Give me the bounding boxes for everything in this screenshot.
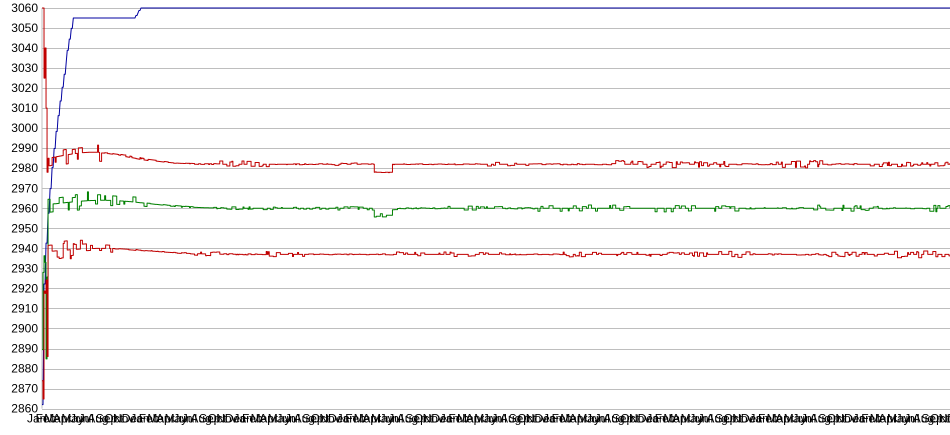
svg-text:3060: 3060 bbox=[11, 1, 38, 15]
svg-text:2980: 2980 bbox=[11, 161, 38, 175]
svg-text:3040: 3040 bbox=[11, 41, 38, 55]
svg-text:2940: 2940 bbox=[11, 241, 38, 255]
svg-text:2870: 2870 bbox=[11, 382, 38, 396]
svg-text:3010: 3010 bbox=[11, 101, 38, 115]
svg-text:2890: 2890 bbox=[11, 342, 38, 356]
svg-text:3000: 3000 bbox=[11, 121, 38, 135]
svg-text:2960: 2960 bbox=[11, 201, 38, 215]
svg-text:2910: 2910 bbox=[11, 301, 38, 315]
svg-text:3020: 3020 bbox=[11, 81, 38, 95]
svg-text:2900: 2900 bbox=[11, 321, 38, 335]
svg-text:3030: 3030 bbox=[11, 61, 38, 75]
svg-text:2880: 2880 bbox=[11, 362, 38, 376]
svg-text:3050: 3050 bbox=[11, 21, 38, 35]
svg-text:2970: 2970 bbox=[11, 181, 38, 195]
svg-text:2920: 2920 bbox=[11, 281, 38, 295]
svg-text:2950: 2950 bbox=[11, 221, 38, 235]
svg-text:2930: 2930 bbox=[11, 261, 38, 275]
svg-text:2990: 2990 bbox=[11, 141, 38, 155]
